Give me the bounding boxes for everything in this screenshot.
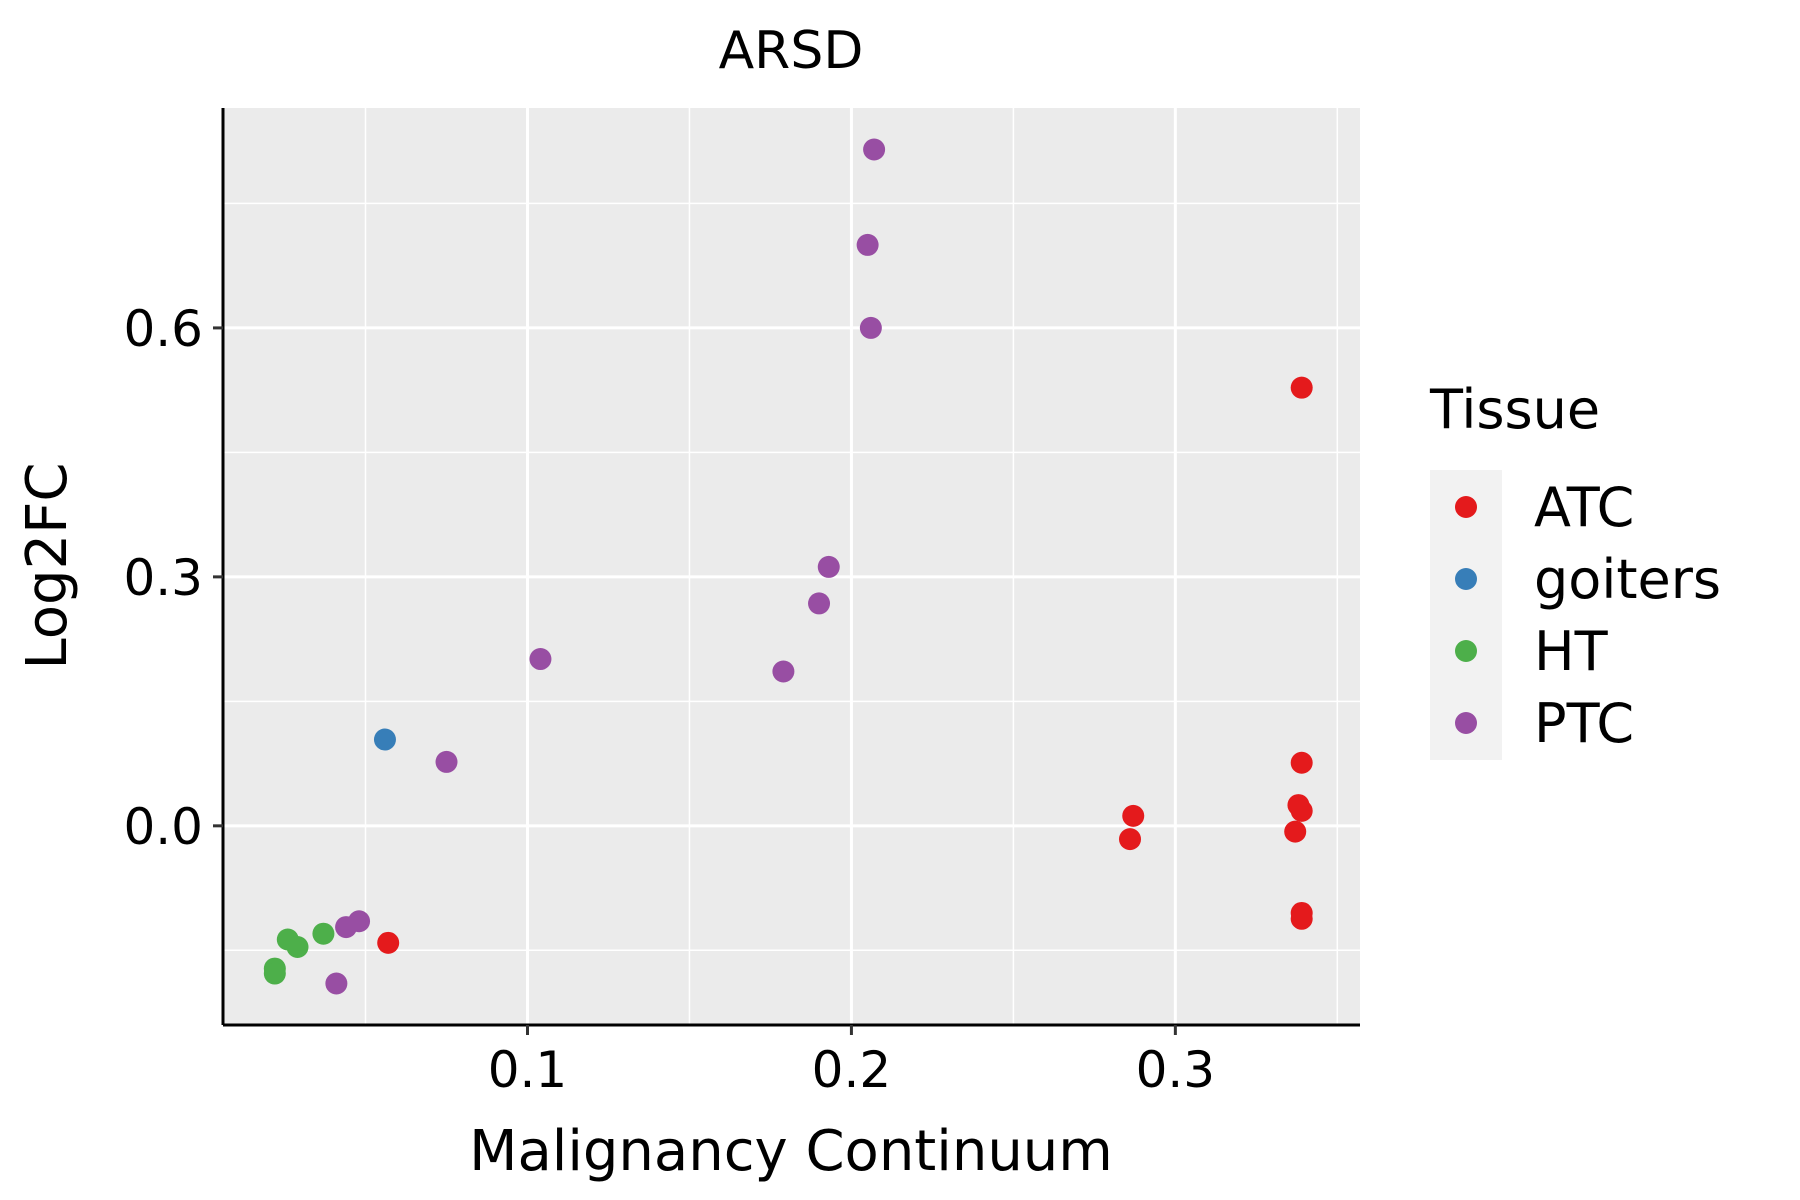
point-atc: [1290, 907, 1313, 930]
point-atc: [1290, 799, 1313, 822]
legend-label-ptc: PTC: [1534, 692, 1634, 755]
point-atc: [1122, 804, 1145, 827]
point-ptc: [772, 660, 795, 683]
point-ptc: [529, 648, 552, 671]
y-tick-label: 0.6: [123, 300, 203, 358]
legend-key-ptc: [1455, 712, 1477, 734]
legend-title: Tissue: [1429, 378, 1600, 441]
legend: Tissue ATC goiters HT PTC: [1429, 378, 1721, 760]
plot-panel: [223, 108, 1360, 1025]
point-ht: [312, 922, 335, 945]
point-ptc: [817, 555, 840, 578]
point-atc: [1290, 751, 1313, 774]
x-tick-label: 0.1: [488, 1041, 568, 1099]
point-ptc: [435, 750, 458, 773]
legend-label-goiters: goiters: [1534, 548, 1721, 611]
point-atc: [1284, 820, 1307, 843]
x-axis-title: Malignancy Continuum: [469, 1119, 1113, 1184]
y-axis-ticks: 0.0 0.3 0.6: [123, 300, 223, 856]
y-tick-label: 0.0: [123, 798, 203, 856]
legend-key-atc: [1455, 496, 1477, 518]
legend-key-ht: [1455, 640, 1477, 662]
data-points: [263, 138, 1313, 995]
y-tick-label: 0.3: [123, 549, 203, 607]
x-axis-ticks: 0.1 0.2 0.3: [488, 1025, 1215, 1099]
legend-key-goiters: [1455, 568, 1477, 590]
x-tick-label: 0.2: [812, 1041, 892, 1099]
point-ptc: [325, 972, 348, 995]
legend-items: ATC goiters HT PTC: [1455, 476, 1721, 755]
point-ptc: [335, 916, 358, 939]
point-atc: [1290, 376, 1313, 399]
legend-label-atc: ATC: [1534, 476, 1634, 539]
point-ht: [286, 935, 309, 958]
minor-gridlines: [223, 108, 1360, 1025]
chart-title: ARSD: [719, 21, 864, 81]
point-atc: [1119, 828, 1142, 851]
legend-key-background: [1430, 470, 1502, 760]
point-ptc: [808, 592, 831, 615]
point-ptc: [859, 316, 882, 339]
major-gridlines: [223, 108, 1360, 1025]
point-ptc: [863, 138, 886, 161]
point-ptc: [856, 233, 879, 256]
point-ht: [263, 962, 286, 985]
y-axis-title: Log2FC: [15, 463, 80, 670]
x-tick-label: 0.3: [1136, 1041, 1216, 1099]
legend-label-ht: HT: [1534, 620, 1609, 683]
point-atc: [377, 931, 400, 954]
point-goiters: [373, 728, 396, 751]
